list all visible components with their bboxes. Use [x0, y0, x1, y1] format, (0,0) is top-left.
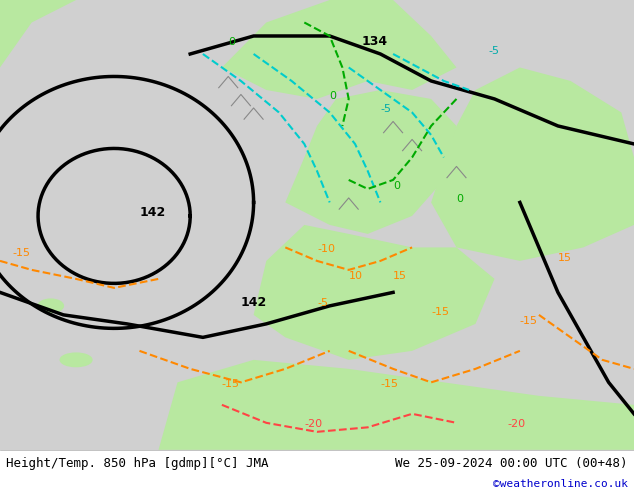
- Text: 0: 0: [456, 195, 463, 204]
- Text: 0: 0: [393, 181, 400, 191]
- Text: 15: 15: [558, 253, 572, 263]
- Polygon shape: [285, 90, 456, 234]
- Text: -20: -20: [507, 419, 526, 429]
- Text: -10: -10: [317, 244, 335, 254]
- Text: -15: -15: [431, 307, 449, 317]
- Text: -15: -15: [13, 248, 30, 258]
- Text: -15: -15: [520, 316, 538, 326]
- Text: 15: 15: [393, 271, 407, 281]
- Text: 142: 142: [241, 296, 267, 309]
- Text: -5: -5: [488, 46, 499, 56]
- Polygon shape: [254, 225, 495, 360]
- Polygon shape: [222, 0, 456, 99]
- Text: -20: -20: [304, 419, 323, 429]
- Ellipse shape: [38, 299, 63, 313]
- Text: 10: 10: [349, 271, 363, 281]
- Text: -5: -5: [317, 298, 328, 308]
- Text: 142: 142: [139, 206, 165, 219]
- Text: Height/Temp. 850 hPa [gdmp][°C] JMA: Height/Temp. 850 hPa [gdmp][°C] JMA: [6, 457, 269, 470]
- Text: ©weatheronline.co.uk: ©weatheronline.co.uk: [493, 479, 628, 489]
- Polygon shape: [0, 0, 76, 68]
- Text: -15: -15: [222, 379, 240, 389]
- Ellipse shape: [60, 353, 92, 367]
- Polygon shape: [158, 360, 634, 450]
- Text: We 25-09-2024 00:00 UTC (00+48): We 25-09-2024 00:00 UTC (00+48): [395, 457, 628, 470]
- Polygon shape: [431, 68, 634, 261]
- Text: 0: 0: [228, 37, 235, 47]
- Text: -5: -5: [380, 104, 391, 115]
- Text: 134: 134: [361, 35, 387, 48]
- Text: 0: 0: [330, 91, 337, 101]
- Text: -15: -15: [380, 379, 398, 389]
